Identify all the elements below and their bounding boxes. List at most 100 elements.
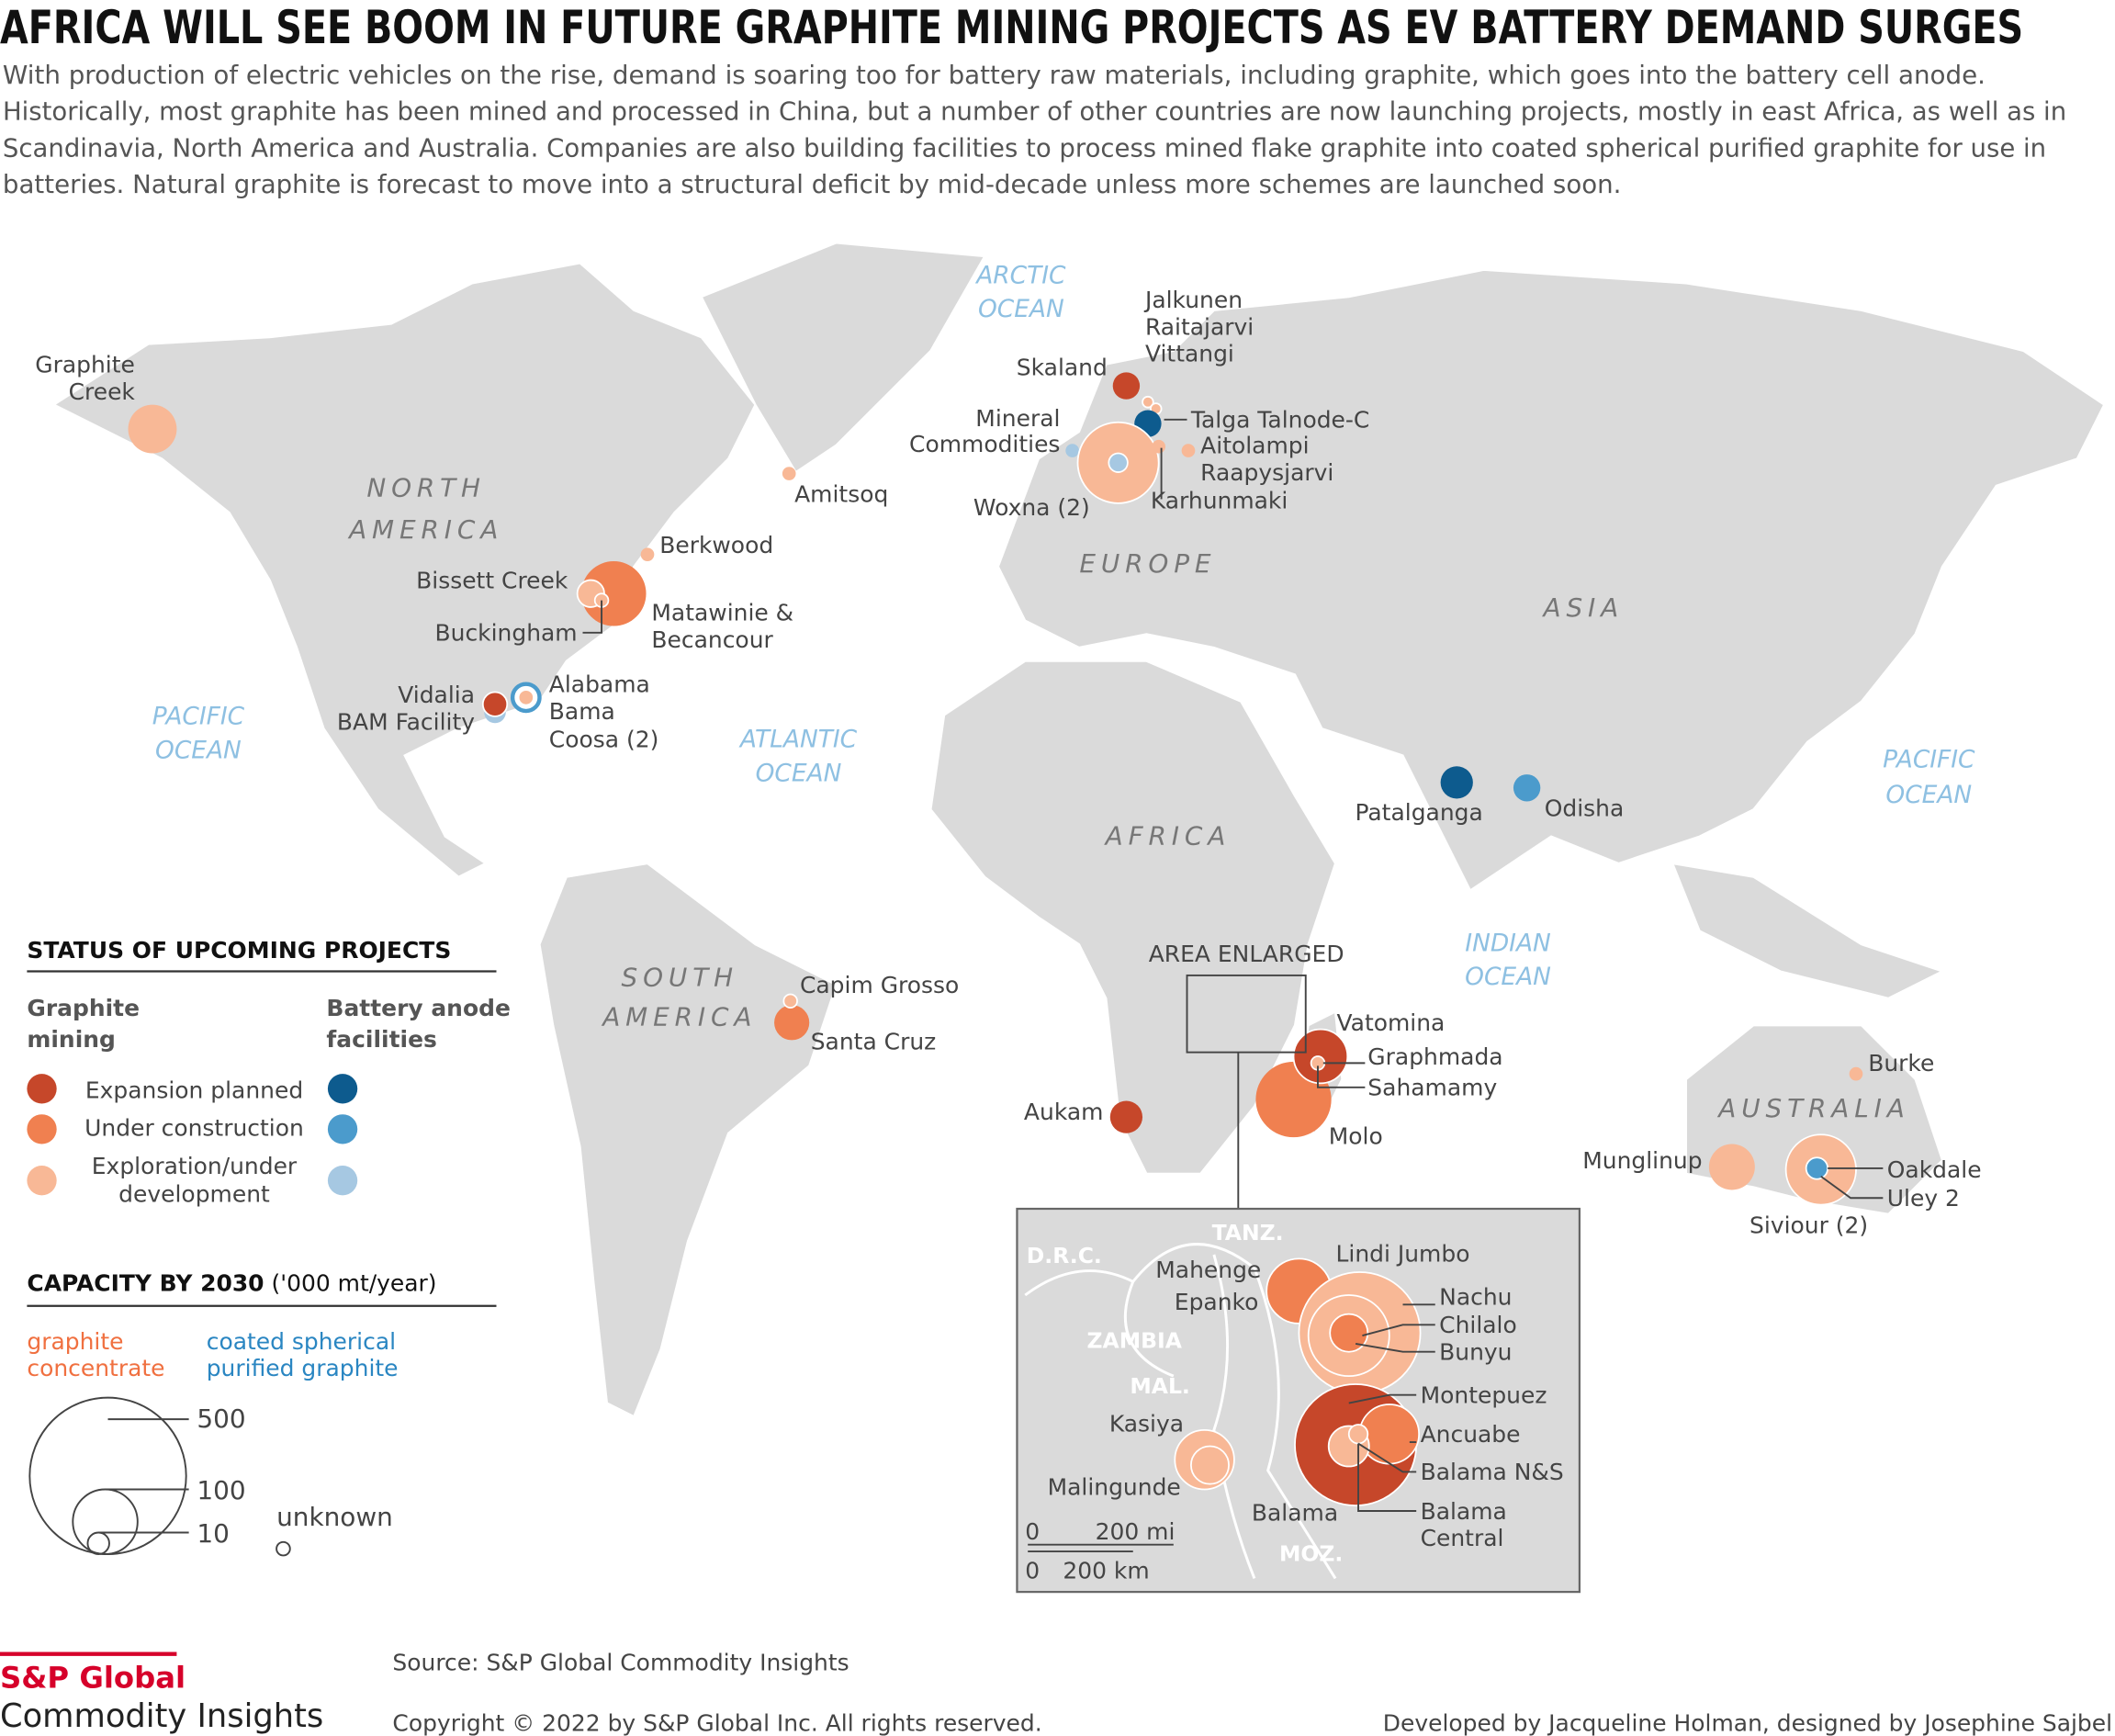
project-marker [1142, 395, 1154, 409]
legend-label: Expansion planned [85, 1077, 303, 1104]
description: With production of electric vehicles on … [3, 60, 2066, 199]
ocean-label: OCEAN [1885, 781, 1972, 809]
project-label: Bunyu [1439, 1339, 1512, 1366]
project-label: Munglinup [1582, 1147, 1702, 1174]
project-label: Kasiya [1109, 1410, 1184, 1437]
title: AFRICA WILL SEE BOOM IN FUTURE GRAPHITE … [0, 1, 2023, 54]
credits: Developed by Jacqueline Holman, designed… [1383, 1709, 2112, 1736]
kind-label: coated spherical [207, 1328, 396, 1355]
project-marker [1108, 452, 1129, 473]
project-label: Alabama [549, 671, 650, 697]
legend-column: facilities [326, 1026, 436, 1053]
continent-label: SOUTH [622, 963, 738, 993]
kind-label: concentrate [27, 1355, 164, 1381]
capacity-title: CAPACITY BY 2030 ('000 mt/year) [27, 1270, 436, 1297]
region-label: ZAMBIA [1086, 1327, 1182, 1353]
legend-column: Battery anode [326, 995, 510, 1021]
project-label: Malingunde [1048, 1473, 1181, 1500]
scale-label: 0 [1025, 1557, 1040, 1584]
legend-column: Graphite [27, 995, 140, 1021]
project-label: Karhunmaki [1151, 488, 1288, 514]
project-label: Aukam [1024, 1099, 1104, 1125]
project-label: Vatomina [1337, 1009, 1446, 1036]
ocean-label: OCEAN [978, 295, 1064, 323]
description-line: With production of electric vehicles on … [3, 60, 1986, 90]
size-label: 10 [197, 1518, 230, 1549]
project-label: Siviour (2) [1749, 1212, 1868, 1238]
project-marker [1152, 439, 1165, 454]
project-marker [481, 691, 509, 717]
project-label: Mineral [975, 405, 1060, 432]
ocean-label: OCEAN [756, 759, 842, 787]
project-marker [782, 467, 796, 480]
inset-area [1186, 974, 1307, 1054]
kind-label: purified graphite [207, 1355, 399, 1381]
project-label: Vidalia [398, 682, 475, 708]
leader-lines [582, 418, 1884, 1200]
southeast-asia [1671, 862, 1945, 1000]
copyright: Copyright © 2022 by S&P Global Inc. All … [392, 1709, 1041, 1736]
continent-label: AUSTRALIA [1716, 1093, 1909, 1123]
project-label: BAM Facility [337, 709, 475, 736]
legend-label: Exploration/under [92, 1153, 298, 1179]
kind-label: graphite [27, 1328, 123, 1355]
project-label: Ancuabe [1421, 1421, 1521, 1448]
project-label: Montepuez [1421, 1382, 1547, 1409]
project-marker [1329, 1313, 1369, 1353]
project-label: Lindi Jumbo [1336, 1240, 1470, 1267]
legend-swatch [327, 1166, 358, 1196]
region-label: MAL. [1130, 1373, 1189, 1399]
africa [929, 659, 1337, 1175]
project-label: Jalkunen [1143, 287, 1243, 313]
logo: Commodity Insights [0, 1697, 323, 1735]
project-marker [1347, 1424, 1369, 1445]
source: Source: S&P Global Commodity Insights [392, 1649, 849, 1675]
legend-swatch [327, 1114, 358, 1144]
project-label: Sahamamy [1367, 1075, 1497, 1101]
project-marker [1190, 1445, 1230, 1485]
continent-labels: NORTH AMERICA EUROPE ASIA AFRICA SOUTH AME… [347, 473, 1909, 1124]
project-label: Raitajarvi [1145, 313, 1254, 340]
project-label: Chilalo [1439, 1312, 1517, 1338]
project-label: Bama [549, 698, 615, 725]
size-label: 100 [197, 1475, 245, 1505]
continent-label: AFRICA [1104, 820, 1232, 851]
project-marker [1513, 774, 1541, 802]
continent-label: AMERICA [347, 514, 503, 545]
legend: STATUS OF UPCOMING PROJECTS Graphite min… [27, 937, 511, 1557]
project-marker [1109, 1100, 1143, 1133]
project-label: Aitolampi [1200, 433, 1309, 459]
project-label: Vittangi [1145, 341, 1234, 367]
project-marker [1112, 372, 1141, 400]
scale-label: 200 km [1063, 1557, 1149, 1584]
size-label: 500 [197, 1403, 245, 1434]
description-line: Scandinavia, North America and Australia… [3, 132, 2046, 163]
project-label: Epanko [1175, 1289, 1259, 1315]
project-marker [1805, 1156, 1829, 1180]
project-label: Burke [1868, 1050, 1934, 1077]
project-label: Graphmada [1367, 1043, 1502, 1070]
continent-label: ASIA [1542, 592, 1625, 623]
project-markers [128, 372, 1863, 1206]
region-label: TANZ. [1212, 1220, 1284, 1246]
project-marker [640, 547, 655, 562]
scale-label: 200 mi [1096, 1518, 1176, 1545]
project-marker [581, 561, 647, 626]
project-label: Capim Grosso [800, 972, 959, 998]
legend-swatch [27, 1114, 57, 1144]
scale-label: 0 [1025, 1518, 1040, 1545]
project-label: Central [1421, 1525, 1504, 1551]
size-key [28, 1396, 291, 1557]
project-marker [128, 404, 177, 454]
inset-borders [1024, 1243, 1337, 1580]
project-label: Patalganga [1355, 799, 1482, 826]
region-label: MOZ. [1279, 1540, 1343, 1566]
project-label: Coosa (2) [549, 727, 659, 753]
project-label: Molo [1329, 1123, 1383, 1150]
project-label: Talga Talnode-C [1190, 407, 1369, 434]
project-label: Uley 2 [1887, 1185, 1960, 1212]
project-label: Santa Cruz [811, 1029, 937, 1055]
region-label: D.R.C. [1027, 1243, 1102, 1268]
ocean-label: OCEAN [1465, 963, 1551, 991]
project-marker [1181, 444, 1196, 457]
